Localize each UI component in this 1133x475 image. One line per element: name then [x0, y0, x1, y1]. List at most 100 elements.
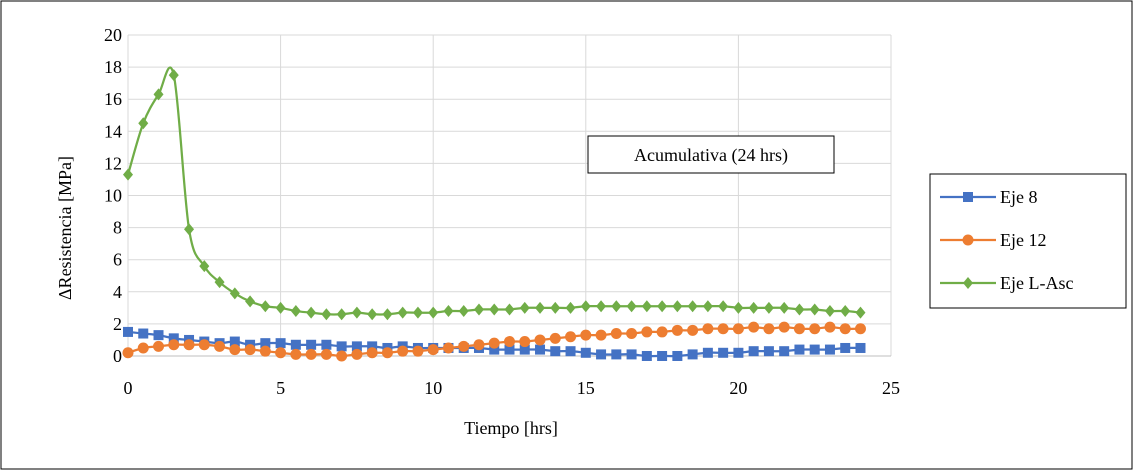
data-point-eje-l-asc: [214, 276, 225, 289]
annotation-text: Acumulativa (24 hrs): [634, 145, 788, 166]
data-point-eje-8: [504, 344, 515, 355]
y-tick-labels: 0 2 4 6 8 10 12 14 16 18 20: [104, 25, 122, 366]
data-point-eje-12: [626, 328, 638, 340]
legend-label: Eje 8: [1000, 187, 1038, 207]
data-point-eje-12: [244, 344, 256, 356]
data-point-eje-l-asc: [763, 301, 774, 314]
data-point-eje-12: [839, 323, 851, 335]
data-point-eje-8: [260, 338, 271, 349]
data-point-eje-8: [321, 339, 332, 350]
data-point-eje-12: [717, 323, 729, 335]
data-point-eje-l-asc: [275, 301, 286, 314]
data-point-eje-12: [748, 321, 760, 333]
data-point-eje-12: [412, 345, 424, 357]
data-point-eje-l-asc: [123, 168, 133, 181]
data-point-eje-8: [611, 349, 622, 360]
data-point-eje-l-asc: [336, 308, 347, 321]
data-point-eje-12: [549, 332, 561, 344]
data-point-eje-12: [565, 331, 577, 343]
data-point-eje-l-asc: [641, 300, 652, 313]
data-point-eje-12: [793, 323, 805, 335]
data-point-eje-8: [229, 336, 240, 347]
data-point-eje-12: [610, 328, 622, 340]
data-point-eje-l-asc: [840, 305, 851, 318]
data-point-eje-12: [122, 347, 134, 359]
data-point-eje-12: [473, 339, 485, 351]
y-tick-label: 10: [104, 186, 122, 206]
x-tick-label: 20: [729, 378, 747, 398]
data-point-eje-12: [595, 329, 607, 341]
data-point-eje-12: [427, 344, 439, 356]
data-point-eje-l-asc: [199, 260, 210, 273]
data-point-eje-l-asc: [794, 303, 805, 316]
data-point-eje-8: [855, 342, 866, 353]
data-point-eje-l-asc: [138, 117, 149, 130]
x-tick-label: 0: [124, 378, 133, 398]
legend-marker: [963, 192, 973, 202]
data-point-eje-8: [687, 349, 698, 360]
y-tick-label: 4: [113, 282, 122, 302]
data-point-eje-12: [381, 347, 393, 359]
data-point-eje-12: [137, 342, 149, 354]
x-tick-label: 5: [276, 378, 285, 398]
data-point-eje-l-asc: [809, 303, 820, 316]
data-point-eje-8: [657, 351, 668, 361]
data-point-eje-12: [504, 336, 515, 348]
data-point-eje-8: [824, 344, 835, 355]
data-point-eje-8: [519, 344, 530, 355]
data-point-eje-l-asc: [535, 301, 546, 314]
data-point-eje-l-asc: [473, 303, 484, 316]
data-point-eje-l-asc: [153, 88, 164, 101]
series-layer: [122, 66, 866, 362]
data-point-eje-l-asc: [290, 305, 301, 318]
legend: Eje 8 Eje 12 Eje L-Asc: [929, 173, 1127, 309]
data-point-eje-l-asc: [504, 303, 515, 316]
data-point-eje-l-asc: [779, 301, 790, 314]
data-point-eje-l-asc: [168, 69, 179, 82]
x-axis-label: Tiempo [hrs]: [464, 418, 558, 438]
data-point-eje-l-asc: [443, 305, 454, 318]
data-point-eje-12: [290, 348, 302, 360]
data-point-eje-12: [366, 347, 378, 359]
data-point-eje-l-asc: [580, 300, 591, 313]
data-point-eje-8: [779, 346, 790, 357]
data-point-eje-l-asc: [260, 300, 271, 313]
data-point-eje-8: [275, 338, 286, 349]
data-point-eje-8: [489, 344, 500, 355]
y-tick-label: 0: [113, 346, 122, 366]
data-point-eje-12: [488, 337, 500, 349]
legend-label: Eje 12: [1000, 230, 1047, 250]
data-point-eje-12: [168, 339, 180, 351]
series-eje-l-asc: [123, 66, 866, 321]
legend-marker: [962, 234, 974, 246]
y-tick-label: 20: [104, 25, 122, 45]
data-point-eje-8: [748, 346, 759, 357]
data-point-eje-l-asc: [733, 301, 744, 314]
y-tick-label: 8: [113, 218, 122, 238]
data-point-eje-12: [824, 321, 836, 333]
y-tick-label: 2: [113, 314, 122, 334]
data-point-eje-l-asc: [184, 223, 195, 236]
legend-marker: [963, 277, 973, 289]
legend-item-eje-l-asc: Eje L-Asc: [940, 273, 1073, 293]
x-tick-labels: 0 5 10 15 20 25: [124, 378, 901, 398]
data-point-eje-8: [596, 349, 607, 360]
data-point-eje-8: [123, 326, 133, 337]
data-point-eje-l-asc: [489, 303, 500, 316]
data-point-eje-l-asc: [702, 300, 713, 313]
y-tick-label: 18: [104, 57, 122, 77]
data-point-eje-12: [229, 344, 241, 356]
data-point-eje-l-asc: [687, 300, 698, 313]
data-point-eje-8: [336, 341, 347, 352]
data-point-eje-l-asc: [748, 301, 759, 314]
data-point-eje-l-asc: [458, 305, 469, 318]
data-point-eje-l-asc: [397, 306, 408, 319]
data-point-eje-8: [763, 346, 774, 357]
data-point-eje-8: [702, 347, 713, 358]
data-point-eje-12: [320, 348, 332, 360]
y-tick-label: 16: [104, 89, 122, 109]
y-tick-label: 6: [113, 250, 122, 270]
data-point-eje-8: [641, 351, 652, 361]
